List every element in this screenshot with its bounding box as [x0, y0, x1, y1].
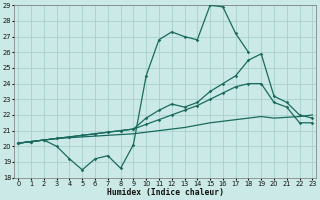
- X-axis label: Humidex (Indice chaleur): Humidex (Indice chaleur): [107, 188, 224, 197]
